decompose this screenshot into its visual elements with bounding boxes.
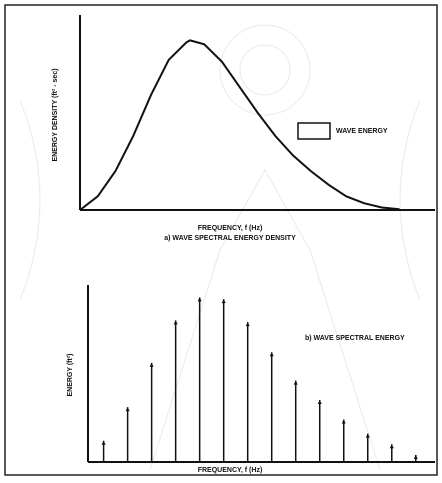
x-axis-label: FREQUENCY, f (Hz)	[198, 225, 263, 232]
x-axis-label: FREQUENCY, f (Hz)	[198, 467, 263, 474]
y-axis-label: ENERGY DENSITY (ft² - sec)	[52, 68, 59, 161]
legend-label: WAVE ENERGY	[336, 128, 388, 135]
figure: ENERGY DENSITY (ft² - sec) FREQUENCY, f …	[0, 0, 442, 483]
caption: a) WAVE SPECTRAL ENERGY DENSITY	[164, 235, 296, 242]
page: {"chart_data": [ {"type": "line", "y_lab…	[0, 0, 442, 483]
caption: b) WAVE SPECTRAL ENERGY	[305, 335, 405, 342]
y-axis-label: ENERGY (ft²)	[67, 353, 74, 396]
